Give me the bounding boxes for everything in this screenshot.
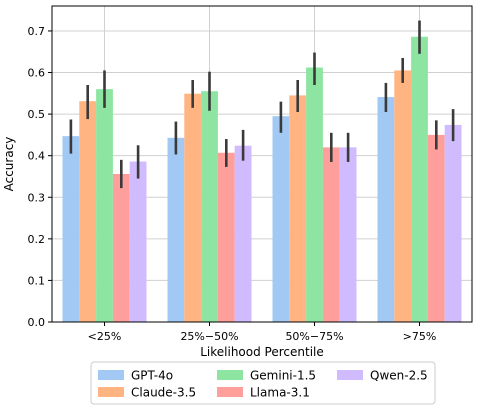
bar xyxy=(201,91,218,322)
bar xyxy=(184,93,202,322)
x-ticks-layer: <25% 25%−50% 50%−75% >75% xyxy=(88,322,437,343)
legend-label: Qwen-2.5 xyxy=(370,369,428,383)
legend-item: Claude-3.5 xyxy=(98,386,196,400)
x-axis-title: Likelihood Percentile xyxy=(200,345,324,359)
legend-swatch xyxy=(217,370,243,380)
y-tick-label: 0.2 xyxy=(28,233,46,246)
legend-swatch xyxy=(217,387,243,397)
y-tick-label: 0.6 xyxy=(28,67,46,80)
x-tick-label: <25% xyxy=(88,330,122,343)
y-axis-title: Accuracy xyxy=(2,137,16,192)
bar xyxy=(234,145,252,322)
bar xyxy=(129,161,147,322)
legend-item: GPT-4o xyxy=(98,369,173,383)
legend-items: GPT-4o Claude-3.5 Gemini-1.5 Llama-3.1 Qwen-… xyxy=(98,369,428,400)
bar xyxy=(411,36,428,322)
y-tick-label: 0.7 xyxy=(28,25,46,38)
y-tick-label: 0.5 xyxy=(28,108,46,121)
y-ticks-layer: 0.0 0.1 0.2 0.3 0.4 0.5 0.6 0.7 xyxy=(28,25,52,329)
error-bars-layer xyxy=(69,20,455,189)
plot-frame xyxy=(51,5,473,323)
y-tick-label: 0.0 xyxy=(28,316,46,329)
legend-swatch xyxy=(98,387,124,397)
bar xyxy=(322,147,340,322)
legend: GPT-4o Claude-3.5 Gemini-1.5 Llama-3.1 Qwen-… xyxy=(90,361,436,405)
legend-item: Gemini-1.5 xyxy=(217,369,316,383)
legend-swatch xyxy=(337,370,363,380)
bar xyxy=(289,95,307,322)
bar xyxy=(306,67,323,323)
legend-label: Claude-3.5 xyxy=(131,386,196,400)
bar xyxy=(62,136,80,322)
bar xyxy=(96,89,113,322)
legend-swatch xyxy=(98,370,124,380)
bar xyxy=(79,101,97,322)
bar xyxy=(377,97,395,322)
bar xyxy=(444,124,462,322)
x-tick-label: >75% xyxy=(403,330,437,343)
bar xyxy=(339,147,357,322)
x-tick-label: 25%−50% xyxy=(180,330,238,343)
legend-item: Llama-3.1 xyxy=(217,386,310,400)
legend-item: Qwen-2.5 xyxy=(337,369,428,383)
legend-label: Llama-3.1 xyxy=(250,386,310,400)
bar xyxy=(272,116,290,323)
bar xyxy=(427,134,445,322)
bar xyxy=(167,137,185,322)
y-tick-label: 0.4 xyxy=(28,150,46,163)
y-tick-label: 0.1 xyxy=(28,274,46,287)
x-tick-label: 50%−75% xyxy=(285,330,343,343)
bar xyxy=(217,152,235,322)
bar xyxy=(112,173,130,322)
y-tick-label: 0.3 xyxy=(28,191,46,204)
legend-label: Gemini-1.5 xyxy=(250,369,316,383)
legend-label: GPT-4o xyxy=(131,369,173,383)
bar xyxy=(394,70,412,323)
bars-layer xyxy=(62,36,462,323)
